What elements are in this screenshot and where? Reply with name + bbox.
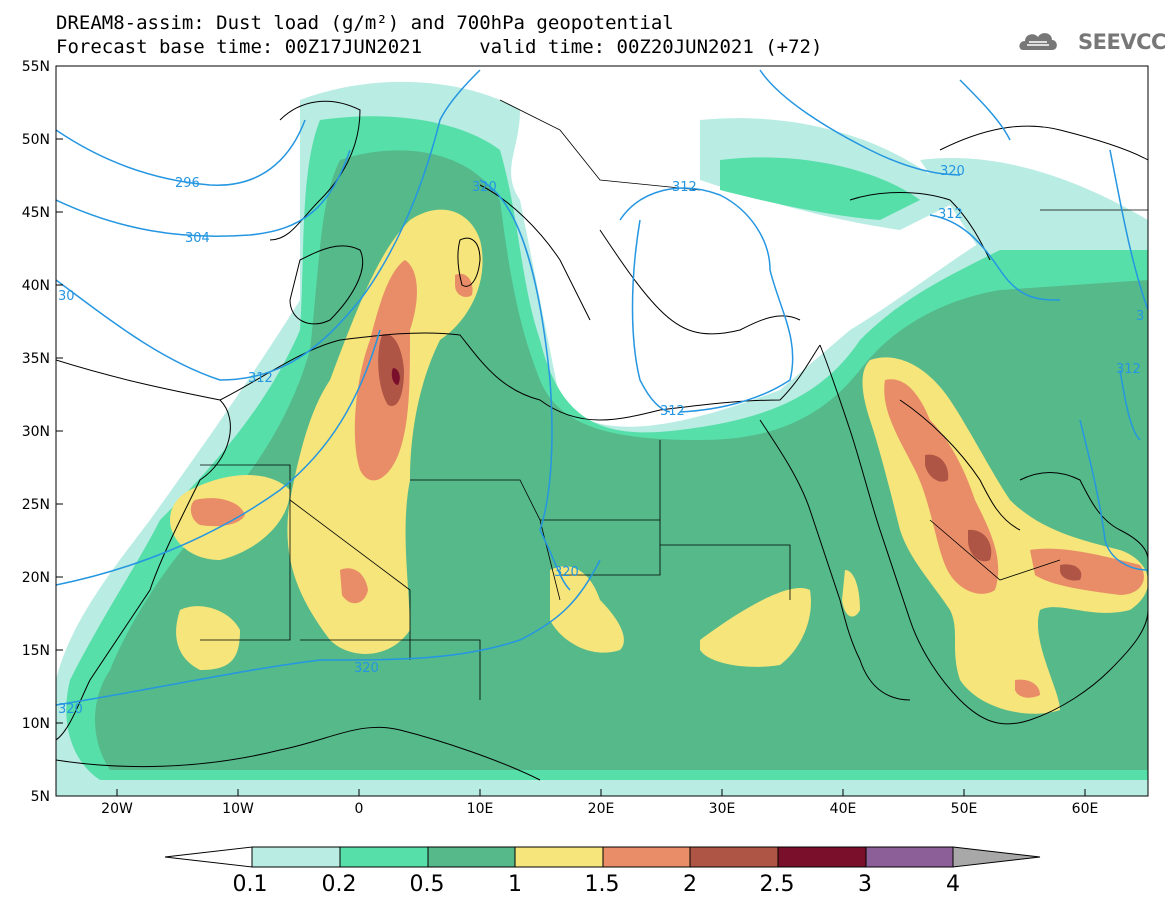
- contour-label: 312: [660, 404, 685, 419]
- contour-label: 320: [58, 702, 83, 717]
- colorbar-label: 4: [946, 872, 960, 897]
- colorbar-segment: [427, 846, 516, 868]
- contour-label: 304: [185, 231, 210, 246]
- contour-label: 312: [1116, 362, 1141, 377]
- country-borders: [200, 99, 1148, 700]
- colorbar-segment: [602, 846, 691, 868]
- chart-title: DREAM8-assim: Dust load (g/m²) and 700hP…: [56, 12, 674, 34]
- contour-label: 30: [58, 289, 75, 304]
- colorbar-label: 2: [683, 872, 697, 897]
- lon-tick-label: 20E: [588, 801, 615, 817]
- lon-tick-label: 20W: [101, 801, 133, 817]
- lon-tick-label: 10E: [467, 801, 494, 817]
- lon-tick-label: 60E: [1072, 801, 1099, 817]
- lat-tick-label: 15N: [22, 643, 50, 659]
- colorbar-label: 0.5: [410, 872, 445, 897]
- colorbar-segment: [952, 846, 1041, 868]
- contour-label: 312: [248, 371, 273, 386]
- lon-tick-label: 10W: [222, 801, 254, 817]
- colorbar-segment: [339, 846, 429, 868]
- lon-axis: 20W 10W 0 10E 20E 30E 40E 50E 60E: [101, 789, 1098, 817]
- lat-tick-label: 20N: [22, 570, 50, 586]
- lat-tick-label: 55N: [22, 59, 50, 75]
- map-area: [56, 66, 1148, 796]
- contour-label: 320: [940, 164, 965, 179]
- colorbar-segment: [865, 846, 954, 868]
- lon-tick-label: 40E: [830, 801, 857, 817]
- contour-label: 320: [354, 661, 379, 676]
- colorbar-segment: [164, 846, 253, 868]
- colorbar-label: 0.2: [322, 872, 357, 897]
- colorbar: 0.1 0.2 0.5 1 1.5 2 2.5 3 4: [164, 846, 1041, 897]
- lat-tick-label: 5N: [31, 789, 50, 805]
- dust-band-2.5: [391, 368, 400, 385]
- colorbar-segment: [689, 846, 779, 868]
- coastlines: [56, 100, 1148, 781]
- contour-label: 3: [1136, 309, 1144, 324]
- contour-label: 320: [472, 180, 497, 195]
- geopotential-contours: [56, 69, 1148, 706]
- contour-label: 312: [672, 180, 697, 195]
- logo-text: SEEVCCC: [1078, 30, 1165, 54]
- lon-tick-label: 0: [355, 801, 364, 817]
- lon-tick-label: 50E: [951, 801, 978, 817]
- lat-tick-label: 35N: [22, 351, 50, 367]
- lat-tick-label: 40N: [22, 278, 50, 294]
- lat-tick-label: 10N: [22, 716, 50, 732]
- lat-tick-label: 45N: [22, 205, 50, 221]
- colorbar-label: 2.5: [760, 872, 795, 897]
- lat-tick-label: 50N: [22, 132, 50, 148]
- colorbar-label: 1: [508, 872, 522, 897]
- lat-axis: 55N 50N 45N 40N 35N 30N 25N 20N 15N 10N …: [22, 59, 63, 805]
- contour-label: 312: [938, 207, 963, 222]
- lon-tick-label: 30E: [709, 801, 736, 817]
- colorbar-label: 1.5: [585, 872, 620, 897]
- colorbar-segment: [777, 846, 867, 868]
- colorbar-segment: [514, 846, 604, 868]
- colorbar-segment: [251, 846, 341, 868]
- contour-label: 296: [175, 176, 200, 191]
- dust-band-2: [378, 334, 1082, 581]
- colorbar-label: 3: [858, 872, 872, 897]
- contour-labels: 296 304 30 312 312 320 320 312 320 320 3…: [58, 164, 1144, 717]
- chart-subtitle: Forecast base time: 00Z17JUN2021 valid t…: [56, 36, 823, 58]
- contour-label: 320: [554, 565, 579, 580]
- lat-tick-label: 25N: [22, 497, 50, 513]
- lat-tick-label: 30N: [22, 424, 50, 440]
- seevccc-cloud-logo-icon: [1019, 33, 1057, 50]
- colorbar-label: 0.1: [233, 872, 268, 897]
